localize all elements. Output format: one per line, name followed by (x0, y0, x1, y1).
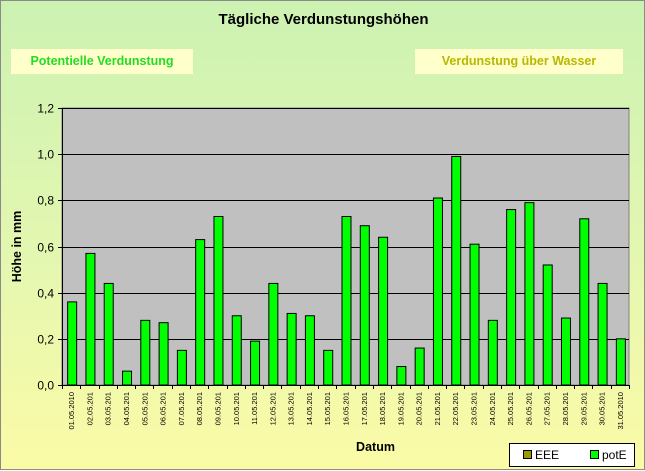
x-tick-label: 03.05.201 (104, 392, 113, 425)
x-tick-label: 04.05.201 (122, 392, 131, 425)
bar (176, 349, 187, 386)
bar (213, 215, 224, 386)
bar (304, 315, 315, 386)
x-tick-label: 21.05.201 (433, 392, 442, 425)
x-tick-label: 24.05.201 (488, 392, 497, 425)
bar (286, 312, 297, 386)
bar (506, 209, 517, 386)
y-tick-label: 1,2 (37, 102, 54, 116)
bar (524, 202, 535, 386)
y-tick-label: 0,2 (37, 333, 54, 347)
x-tick-label: 08.05.201 (195, 392, 204, 425)
bar (359, 225, 370, 386)
bar (451, 155, 462, 386)
x-tick-label: 13.05.201 (287, 392, 296, 425)
x-tick-label: 26.05.201 (524, 392, 533, 425)
bar (542, 264, 553, 386)
bar (103, 282, 114, 386)
x-tick-label: 06.05.201 (159, 392, 168, 425)
bar (85, 252, 96, 386)
x-tick-label: 09.05.201 (213, 392, 222, 425)
bar (268, 282, 279, 386)
x-tick-label: 14.05.201 (305, 392, 314, 425)
x-tick-label: 10.05.201 (232, 392, 241, 425)
y-tick-label: 0,4 (37, 287, 54, 301)
legend-item-eee[interactable]: EEE (523, 448, 559, 462)
x-tick-label: 05.05.201 (140, 392, 149, 425)
x-tick-label: 02.05.201 (85, 392, 94, 425)
bar (250, 340, 261, 386)
legend-item-pote[interactable]: potE (590, 448, 627, 462)
x-tick-label: 27.05.201 (543, 392, 552, 425)
chart-title: Tägliche Verdunstungshöhen (218, 11, 429, 28)
x-tick-label: 19.05.201 (396, 392, 405, 425)
y-tick-label: 1,0 (37, 148, 54, 162)
water-evaporation-button[interactable]: Verdunstung über Wasser (415, 49, 623, 74)
y-tick-label: 0,8 (37, 194, 54, 208)
x-tick-label: 30.05.201 (598, 392, 607, 425)
bar (158, 322, 169, 386)
bar (432, 197, 443, 386)
bar (615, 338, 626, 386)
bar (469, 243, 480, 386)
x-tick-label: 18.05.201 (378, 392, 387, 425)
y-tick-label: 0,0 (37, 379, 54, 393)
bar (378, 236, 389, 386)
bar (140, 319, 151, 386)
legend: EEE potE (509, 443, 635, 467)
y-axis-label: Höhe in mm (10, 211, 24, 283)
x-tick-label: 15.05.201 (323, 392, 332, 425)
x-tick-label: 31.05.2010 (616, 392, 625, 430)
x-tick-label: 11.05.201 (250, 392, 259, 425)
x-tick-label: 29.05.201 (579, 392, 588, 425)
legend-label-pote: potE (602, 448, 627, 462)
bar (323, 349, 334, 386)
bar (579, 218, 590, 386)
x-tick-label: 23.05.201 (470, 392, 479, 425)
bar (597, 282, 608, 386)
bar (231, 315, 242, 386)
bar (487, 319, 498, 386)
legend-label-eee: EEE (535, 448, 560, 462)
x-tick-label: 28.05.201 (561, 392, 570, 425)
x-tick-label: 25.05.201 (506, 392, 515, 425)
x-tick-label: 20.05.201 (415, 392, 424, 425)
bar (560, 317, 571, 386)
legend-swatch-pote (590, 450, 599, 460)
legend-swatch-eee (523, 450, 532, 460)
x-tick-label: 22.05.201 (451, 392, 460, 425)
bar (396, 366, 407, 386)
bar (341, 215, 352, 386)
bar (414, 347, 425, 386)
bar (122, 370, 133, 386)
bar (195, 239, 206, 386)
x-axis-label: Datum (356, 440, 395, 454)
x-tick-label: 07.05.201 (177, 392, 186, 425)
y-tick-label: 0,6 (37, 241, 54, 255)
x-tick-label: 12.05.201 (268, 392, 277, 425)
x-tick-label: 16.05.201 (342, 392, 351, 425)
potential-evaporation-button[interactable]: Potentielle Verdunstung (11, 49, 193, 74)
x-tick-label: 01.05.2010 (67, 392, 76, 430)
bar (67, 301, 78, 386)
x-tick-label: 17.05.201 (360, 392, 369, 425)
